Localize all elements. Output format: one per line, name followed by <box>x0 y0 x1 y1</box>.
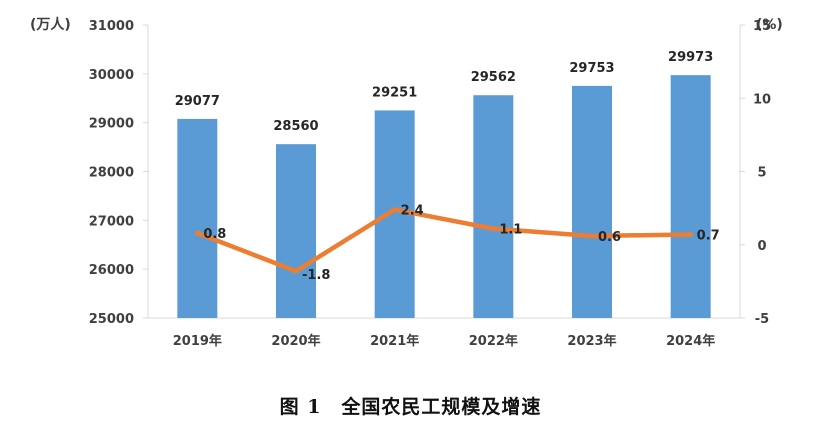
growth-rate-line <box>195 207 693 274</box>
growth-point <box>589 233 595 239</box>
left-tick-label: 27000 <box>89 214 134 229</box>
bar-labels: 29077 28560 29251 29562 29753 29973 <box>175 50 714 134</box>
x-tick-label: 2019年 <box>173 333 222 349</box>
chart-svg: (万人) (%) 25000 26000 27000 28000 29000 30000 3… <box>30 16 783 349</box>
right-tick-label: 10 <box>753 92 771 107</box>
growth-point <box>194 230 200 236</box>
x-axis-labels: 2019年 2020年 2021年 2022年 2023年 2024年 <box>173 333 716 349</box>
growth-point <box>688 231 694 237</box>
x-tick-label: 2024年 <box>666 333 715 349</box>
x-tick-label: 2020年 <box>271 333 320 349</box>
bar-value-label: 29562 <box>471 70 516 85</box>
left-axis-ticks: 25000 26000 27000 28000 29000 30000 31000 <box>89 19 148 327</box>
bar <box>276 144 316 318</box>
growth-line-labels: 0.8 -1.8 2.4 1.1 0.6 0.7 <box>203 204 719 284</box>
bar <box>670 75 711 319</box>
left-axis-unit: (万人) <box>30 16 71 33</box>
growth-value-label: 0.6 <box>598 230 621 245</box>
axes <box>147 25 741 319</box>
bar <box>473 95 514 318</box>
right-tick-label: 0 <box>757 239 766 254</box>
growth-value-label: 0.8 <box>203 227 226 242</box>
growth-value-label: 1.1 <box>499 223 522 238</box>
bar-value-label: 29077 <box>175 94 220 109</box>
bar-value-label: 29753 <box>569 61 614 76</box>
right-axis-unit: (%) <box>756 17 783 33</box>
figure-caption: 图 1 全国农民工规模及增速 <box>279 396 542 418</box>
left-tick-label: 26000 <box>89 263 134 278</box>
bar-value-label: 29973 <box>668 50 713 65</box>
right-axis-ticks: -5 0 5 10 15 <box>740 19 771 327</box>
x-tick-label: 2023年 <box>567 333 616 349</box>
growth-value-label: 0.7 <box>697 228 720 243</box>
bar <box>177 118 218 319</box>
growth-value-label: 2.4 <box>401 204 424 219</box>
growth-point <box>293 268 299 274</box>
growth-point <box>392 207 398 213</box>
x-tick-label: 2022年 <box>469 333 518 349</box>
bar <box>572 85 612 318</box>
right-tick-label: 15 <box>753 19 771 34</box>
bar-value-label: 28560 <box>273 119 318 134</box>
left-tick-label: 28000 <box>89 166 134 181</box>
bar-value-label: 29251 <box>372 85 417 100</box>
right-tick-label: 5 <box>757 166 766 181</box>
growth-point <box>490 226 496 232</box>
growth-value-label: -1.8 <box>302 268 330 283</box>
left-tick-label: 31000 <box>89 19 134 34</box>
growth-line-group <box>194 207 694 274</box>
right-tick-label: -5 <box>755 312 769 327</box>
x-tick-label: 2021年 <box>370 333 419 349</box>
bars <box>177 75 711 319</box>
left-tick-label: 29000 <box>89 117 134 132</box>
left-tick-label: 30000 <box>89 68 134 83</box>
left-tick-label: 25000 <box>89 312 134 327</box>
